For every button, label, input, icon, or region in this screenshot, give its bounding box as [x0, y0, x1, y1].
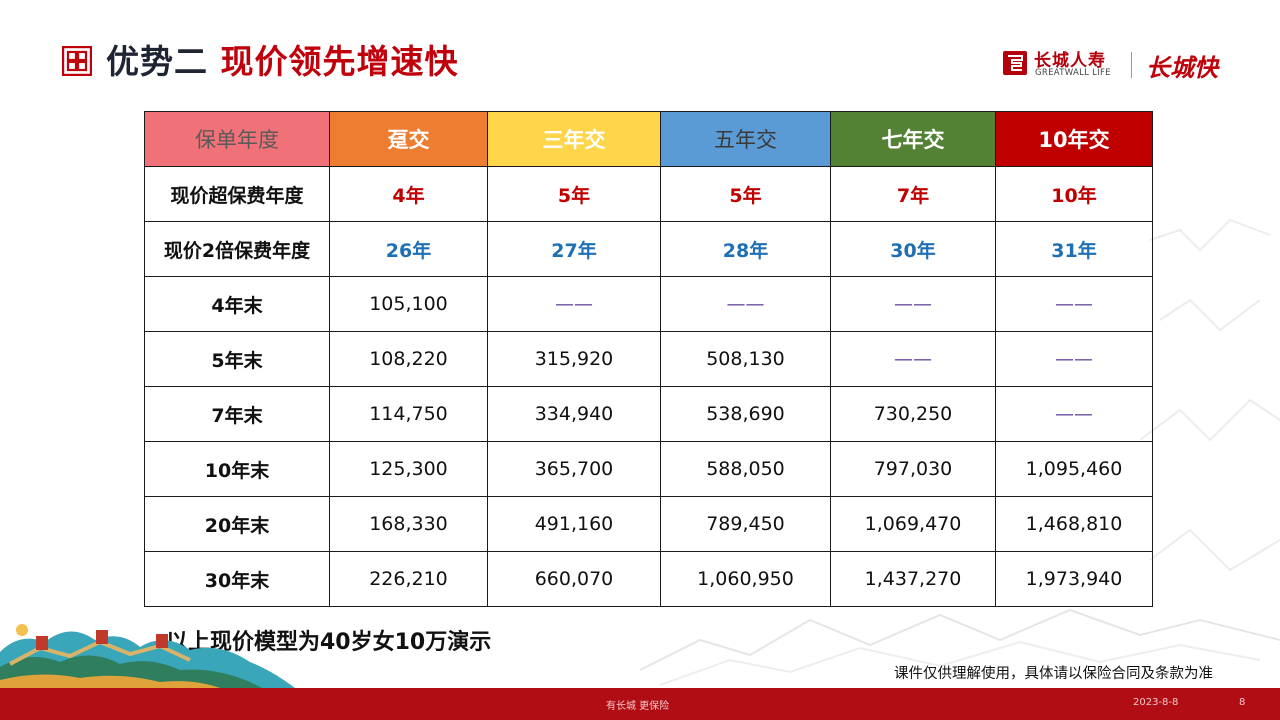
table-row: 7年末 114,750 334,940 538,690 730,250 —— — [144, 386, 1153, 442]
table-cell: 365,700 — [487, 441, 661, 497]
greatwall-sketch-right — [1140, 218, 1280, 572]
greatwall-landscape-illustration — [0, 624, 300, 692]
table-cell: 26年 — [329, 221, 488, 277]
disclaimer-note: 课件仅供理解使用，具体请以保险合同及条款为准 — [894, 666, 1213, 682]
table-cell: 334,940 — [487, 386, 661, 442]
table-row: 现价超保费年度 4年 5年 5年 7年 10年 — [144, 166, 1153, 222]
table-cell: 1,069,470 — [830, 496, 996, 552]
table-cell: —— — [995, 276, 1153, 332]
table-row: 现价2倍保费年度 26年 27年 28年 30年 31年 — [144, 221, 1153, 277]
table-cell: 1,973,940 — [995, 551, 1153, 607]
brand-logo: 长城人寿 GREATWALL LIFE 长城快 — [1000, 46, 1240, 82]
table-cell: 730,250 — [830, 386, 996, 442]
footer-slogan: 有长城 更保险 — [606, 701, 670, 712]
table-header-row: 保单年度 趸交 三年交 五年交 七年交 10年交 — [144, 111, 1153, 167]
table-cell: 508,130 — [660, 331, 831, 387]
row-label: 10年末 — [144, 441, 330, 497]
table-cell: 797,030 — [830, 441, 996, 497]
table-cell: 30年 — [830, 221, 996, 277]
table-cell: 27年 — [487, 221, 661, 277]
table-cell: 315,920 — [487, 331, 661, 387]
table-cell: 125,300 — [329, 441, 488, 497]
row-label: 现价2倍保费年度 — [144, 221, 330, 277]
table-cell: 660,070 — [487, 551, 661, 607]
brand-name-cn: 长城人寿 — [1034, 51, 1106, 71]
table-cell: 1,437,270 — [830, 551, 996, 607]
table-cell: 10年 — [995, 166, 1153, 222]
window-emblem-icon — [62, 46, 92, 76]
table-cell: 114,750 — [329, 386, 488, 442]
table-cell: 28年 — [660, 221, 831, 277]
row-label: 7年末 — [144, 386, 330, 442]
footer-bar: 有长城 更保险 2023-8-8 8 — [0, 688, 1280, 720]
header-single-pay: 趸交 — [329, 111, 488, 167]
table-cell: 5年 — [487, 166, 661, 222]
table-cell: 538,690 — [660, 386, 831, 442]
header-7-year-pay: 七年交 — [830, 111, 996, 167]
page-title-main: 现价领先增速快 — [220, 42, 459, 81]
table-cell: 168,330 — [329, 496, 488, 552]
row-label: 30年末 — [144, 551, 330, 607]
table-row: 20年末 168,330 491,160 789,450 1,069,470 1… — [144, 496, 1153, 552]
page-title-prefix: 优势二 — [106, 42, 208, 81]
row-label: 4年末 — [144, 276, 330, 332]
table-cell: 4年 — [329, 166, 488, 222]
row-label: 现价超保费年度 — [144, 166, 330, 222]
table-cell: 588,050 — [660, 441, 831, 497]
table-row: 5年末 108,220 315,920 508,130 —— —— — [144, 331, 1153, 387]
table-cell: 105,100 — [329, 276, 488, 332]
table-row: 30年末 226,210 660,070 1,060,950 1,437,270… — [144, 551, 1153, 607]
table-cell: 1,060,950 — [660, 551, 831, 607]
table-cell: —— — [487, 276, 661, 332]
greatwall-logo-icon — [1003, 51, 1027, 75]
brand-script-text: 长城快 — [1146, 53, 1218, 82]
cash-value-table: 保单年度 趸交 三年交 五年交 七年交 10年交 现价超保费年度 4年 5年 5… — [144, 111, 1153, 607]
table-cell: —— — [995, 386, 1153, 442]
header-policy-year: 保单年度 — [144, 111, 330, 167]
table-cell: —— — [830, 276, 996, 332]
brand-name-en: GREATWALL LIFE — [1035, 68, 1111, 78]
table-cell: 1,468,810 — [995, 496, 1153, 552]
header-10-year-pay: 10年交 — [995, 111, 1153, 167]
header-3-year-pay: 三年交 — [487, 111, 661, 167]
table-cell: —— — [660, 276, 831, 332]
table-cell: —— — [830, 331, 996, 387]
table-cell: 789,450 — [660, 496, 831, 552]
table-cell: 491,160 — [487, 496, 661, 552]
table-cell: 31年 — [995, 221, 1153, 277]
table-row: 10年末 125,300 365,700 588,050 797,030 1,0… — [144, 441, 1153, 497]
page-number: 8 — [1239, 697, 1246, 708]
footer-date: 2023-8-8 — [1133, 697, 1179, 708]
row-label: 20年末 — [144, 496, 330, 552]
table-cell: —— — [995, 331, 1153, 387]
table-cell: 226,210 — [329, 551, 488, 607]
table-cell: 108,220 — [329, 331, 488, 387]
greatwall-sketch-bottom — [640, 608, 1280, 686]
table-cell: 7年 — [830, 166, 996, 222]
brand-divider — [1131, 52, 1132, 78]
header-5-year-pay: 五年交 — [660, 111, 831, 167]
table-row: 4年末 105,100 —— —— —— —— — [144, 276, 1153, 332]
row-label: 5年末 — [144, 331, 330, 387]
table-cell: 1,095,460 — [995, 441, 1153, 497]
table-cell: 5年 — [660, 166, 831, 222]
page-title: 优势二 现价领先增速快 — [106, 40, 459, 84]
